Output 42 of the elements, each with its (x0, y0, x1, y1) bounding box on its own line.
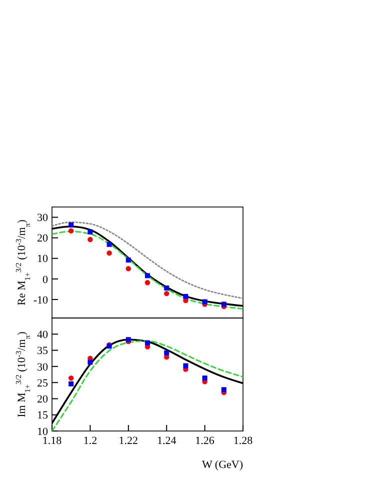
point (183, 294, 188, 299)
point (164, 290, 170, 296)
point (88, 236, 93, 242)
x-axis-title: W (GeV) (202, 459, 244, 471)
x-tick-label: 1.28 (233, 435, 254, 447)
point (68, 228, 74, 234)
x-tick-label: 1.24 (156, 435, 177, 447)
point (106, 250, 112, 256)
y-tick-label: 15 (37, 410, 48, 422)
y-tick-label: 10 (37, 253, 48, 266)
point (164, 350, 170, 356)
point (88, 360, 93, 365)
point (202, 376, 208, 381)
point (202, 299, 208, 304)
point (126, 258, 131, 263)
y-tick-label: 0 (42, 274, 48, 286)
y-tick-label: 20 (37, 394, 48, 406)
x-tick-label: 1.2 (83, 435, 98, 447)
point (221, 387, 226, 392)
y-tick-label: 35 (37, 345, 48, 358)
y-tick-label: 30 (37, 361, 48, 374)
point (126, 266, 131, 272)
point (221, 302, 226, 307)
point (145, 340, 150, 346)
point (88, 229, 93, 234)
point (68, 222, 74, 228)
x-tick-label: 1.26 (195, 435, 215, 447)
y-tick-label: -10 (33, 294, 48, 306)
point (68, 381, 74, 386)
y-tick-label: 40 (37, 328, 48, 341)
point (106, 242, 112, 247)
point (144, 280, 150, 286)
y-tick-label: 25 (37, 377, 48, 390)
y-tick-label: 10 (37, 426, 48, 438)
point (145, 273, 150, 278)
point (164, 285, 170, 290)
point (183, 363, 188, 368)
y-tick-label: 30 (37, 212, 48, 224)
point (68, 375, 74, 381)
x-tick-label: 1.18 (42, 435, 62, 447)
y-tick-label: 20 (37, 232, 48, 245)
x-tick-label: 1.22 (118, 435, 138, 447)
